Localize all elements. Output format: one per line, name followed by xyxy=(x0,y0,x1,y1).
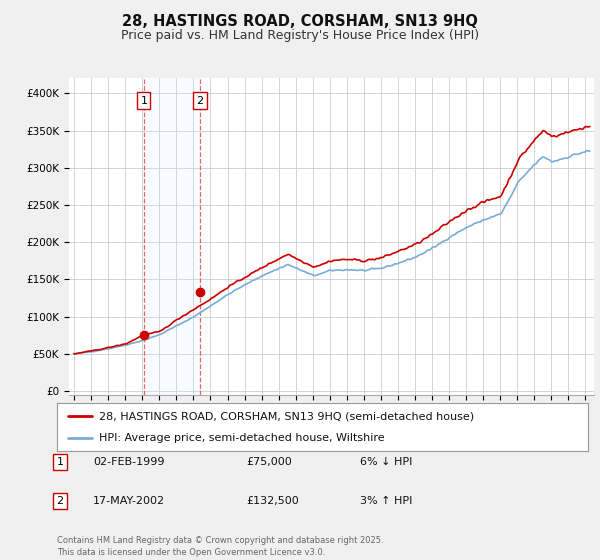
Text: HPI: Average price, semi-detached house, Wiltshire: HPI: Average price, semi-detached house,… xyxy=(100,433,385,443)
Text: 1: 1 xyxy=(140,96,148,105)
Text: 17-MAY-2002: 17-MAY-2002 xyxy=(93,496,165,506)
Text: 2: 2 xyxy=(56,496,64,506)
Text: 3% ↑ HPI: 3% ↑ HPI xyxy=(360,496,412,506)
Text: 2: 2 xyxy=(196,96,203,105)
Text: 02-FEB-1999: 02-FEB-1999 xyxy=(93,457,164,467)
Bar xyxy=(144,78,200,395)
Text: Contains HM Land Registry data © Crown copyright and database right 2025.
This d: Contains HM Land Registry data © Crown c… xyxy=(57,536,383,557)
Text: Price paid vs. HM Land Registry's House Price Index (HPI): Price paid vs. HM Land Registry's House … xyxy=(121,29,479,42)
Text: 1: 1 xyxy=(56,457,64,467)
Text: 28, HASTINGS ROAD, CORSHAM, SN13 9HQ (semi-detached house): 28, HASTINGS ROAD, CORSHAM, SN13 9HQ (se… xyxy=(100,411,475,421)
Text: 28, HASTINGS ROAD, CORSHAM, SN13 9HQ: 28, HASTINGS ROAD, CORSHAM, SN13 9HQ xyxy=(122,14,478,29)
Text: £132,500: £132,500 xyxy=(246,496,299,506)
Text: 6% ↓ HPI: 6% ↓ HPI xyxy=(360,457,412,467)
Text: £75,000: £75,000 xyxy=(246,457,292,467)
